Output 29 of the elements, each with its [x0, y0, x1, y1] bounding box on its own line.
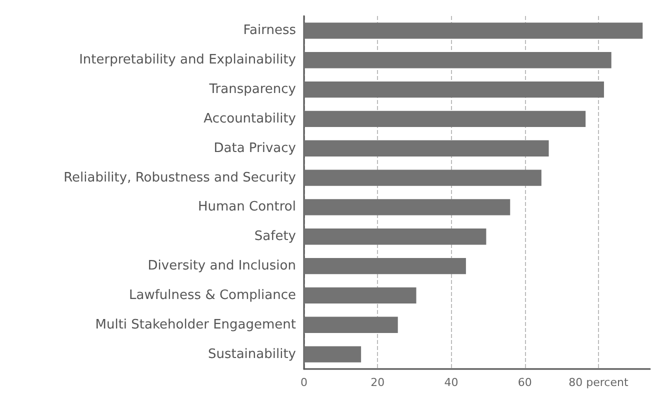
x-tick-label: 40 [444, 376, 458, 389]
bar [304, 52, 612, 68]
y-tick-label: Safety [254, 229, 296, 244]
y-tick-label: Data Privacy [214, 140, 296, 156]
bar [304, 170, 542, 186]
bar [304, 258, 466, 274]
y-tick-label: Human Control [198, 200, 296, 215]
y-tick-label: Diversity and Inclusion [148, 258, 296, 274]
y-tick-label: Accountability [204, 111, 296, 126]
bar [304, 110, 586, 128]
y-tick-label: Lawfulness & Compliance [129, 288, 296, 303]
x-tick-label: 60 [518, 376, 532, 389]
y-tick-label: Multi Stakeholder Engagement [95, 317, 296, 332]
x-tick-label: 0 [300, 376, 308, 389]
bar [304, 287, 416, 304]
bar [304, 228, 486, 245]
x-tick-label: 80 percent [568, 376, 629, 389]
y-tick-label: Fairness [243, 23, 296, 38]
x-tick-label: 20 [370, 376, 385, 389]
bar [304, 22, 643, 39]
y-tick-label: Transparency [208, 82, 296, 98]
bar [304, 140, 549, 156]
bar [304, 316, 398, 333]
bar [304, 346, 362, 362]
bar [304, 81, 604, 98]
y-tick-label: Reliability, Robustness and Security [64, 170, 296, 186]
y-tick-label: Sustainability [208, 346, 296, 362]
y-tick-label: Interpretability and Explainability [79, 52, 296, 68]
bar [304, 199, 510, 216]
